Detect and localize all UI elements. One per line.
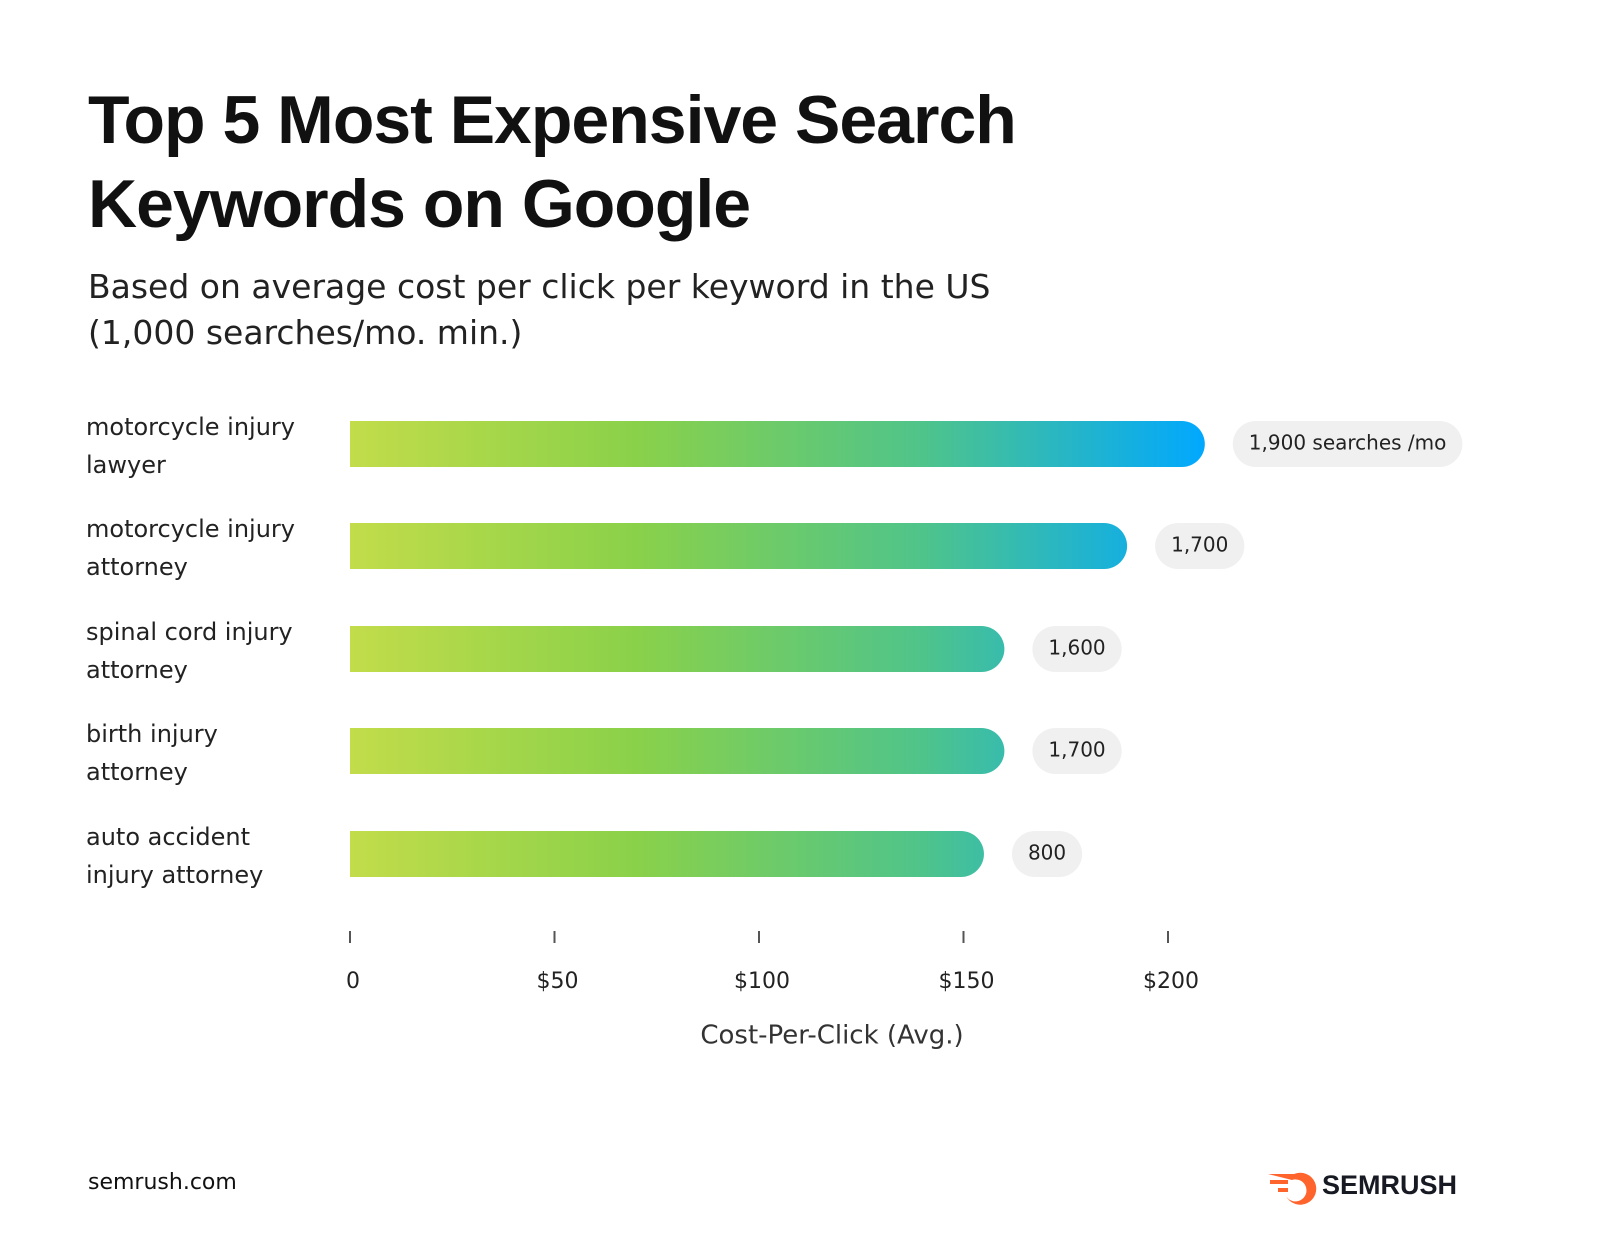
chart-subtitle: Based on average cost per click per keyw… bbox=[88, 267, 991, 352]
search-volume-label: 1,900 searches /mo bbox=[1249, 431, 1447, 455]
chart-title: Top 5 Most Expensive Search Keywords on … bbox=[88, 82, 1017, 242]
logo-icon bbox=[1268, 1172, 1317, 1205]
y-tick-label: attorney bbox=[86, 553, 188, 581]
y-tick-label: motorcycle injury bbox=[86, 515, 295, 543]
x-tick-label: $50 bbox=[537, 969, 579, 994]
search-volume-pill bbox=[1232, 421, 1463, 467]
x-tick-label: $200 bbox=[1143, 969, 1199, 994]
brand: SEMRUSH bbox=[1322, 1170, 1457, 1200]
x-tick-label: $150 bbox=[939, 969, 995, 994]
search-volume-label: 1,700 bbox=[1171, 533, 1228, 557]
y-tick-label: attorney bbox=[86, 656, 188, 684]
y-tick-label: spinal cord injury bbox=[86, 618, 293, 646]
bar bbox=[350, 831, 984, 877]
search-volume-pill bbox=[1155, 523, 1245, 569]
y-tick-label: attorney bbox=[86, 758, 188, 786]
brand-logo bbox=[1268, 1172, 1317, 1205]
logo-icon-lines bbox=[1270, 1180, 1288, 1192]
y-tick-label: motorcycle injury bbox=[86, 413, 295, 441]
y-tick-label: injury attorney bbox=[86, 861, 263, 889]
x-tick-label: 0 bbox=[346, 969, 360, 994]
search-volume-label: 1,700 bbox=[1048, 738, 1105, 762]
bar bbox=[350, 523, 1128, 569]
y-tick-label: auto accident bbox=[86, 823, 250, 851]
source: semrush.com bbox=[88, 1170, 237, 1195]
search-volume-pill bbox=[1032, 728, 1122, 774]
search-volume-label: 1,600 bbox=[1048, 636, 1105, 660]
x-axis-label: Cost-Per-Click (Avg.) bbox=[700, 1021, 963, 1051]
y-tick-label: lawyer bbox=[86, 451, 166, 479]
search-volume-pill bbox=[1032, 626, 1122, 672]
x-tick-label: $100 bbox=[734, 969, 790, 994]
y-tick-label: birth injury bbox=[86, 720, 218, 748]
search-volume-pill bbox=[1011, 831, 1083, 877]
bar bbox=[350, 728, 1005, 774]
bar bbox=[350, 421, 1205, 467]
search-volume-label: 800 bbox=[1028, 841, 1066, 865]
bar bbox=[350, 626, 1005, 672]
